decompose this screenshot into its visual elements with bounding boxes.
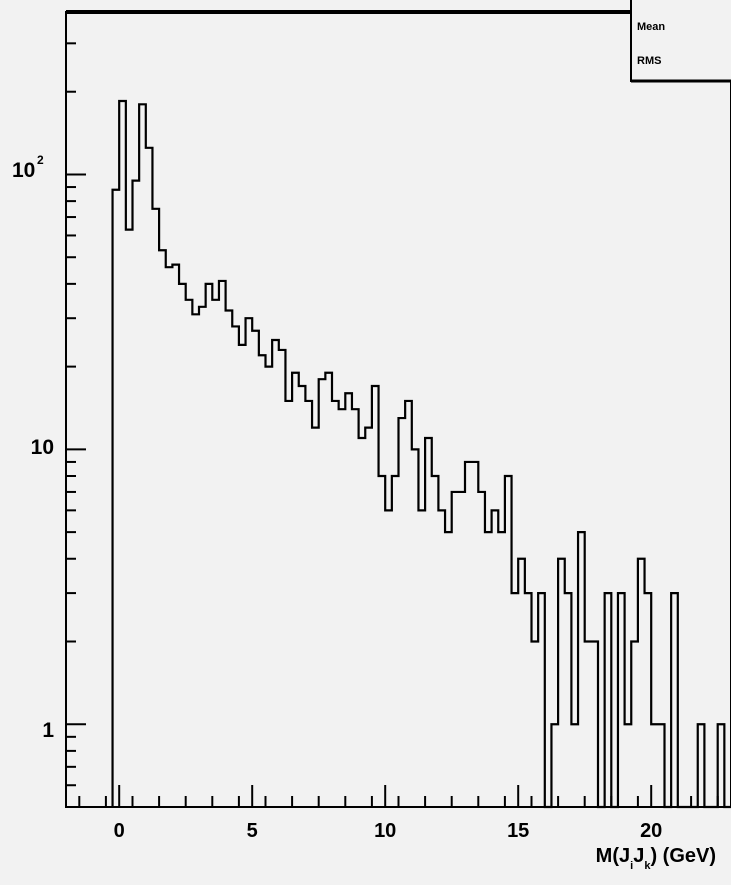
svg-text:M(JiJk) (GeV): M(JiJk) (GeV) bbox=[596, 845, 716, 872]
x-tick-label: 10 bbox=[374, 820, 396, 842]
x-tick-label: 5 bbox=[247, 820, 258, 842]
x-tick-label: 0 bbox=[114, 820, 125, 842]
y-tick-label-10: 10 bbox=[31, 436, 54, 459]
x-axis-title-main: M(J bbox=[596, 845, 630, 867]
y-tick-labels: 1 10 10 2 bbox=[12, 153, 54, 742]
x-tick-label: 15 bbox=[507, 820, 529, 842]
x-tick-labels: 0 5 10 15 20 bbox=[114, 820, 663, 842]
x-axis-title-sub-k: k bbox=[644, 860, 651, 872]
stats-box-background bbox=[631, 0, 731, 82]
major-ticks bbox=[66, 173, 653, 807]
x-axis-title-sub-i: i bbox=[630, 860, 633, 872]
y-tick-label-100-exponent: 2 bbox=[37, 153, 44, 167]
stats-box: Mean RMS bbox=[630, 0, 731, 83]
x-axis-title: M(JiJk) (GeV) bbox=[596, 845, 716, 872]
y-tick-label-100-base: 10 bbox=[12, 159, 35, 182]
histogram-outline bbox=[111, 99, 731, 809]
x-tick-label: 20 bbox=[640, 820, 662, 842]
y-tick-label-1: 1 bbox=[42, 719, 54, 742]
y-tick-label-100: 10 2 bbox=[12, 153, 44, 182]
x-axis-title-tail: ) (GeV) bbox=[650, 845, 716, 867]
stats-rms-label: RMS bbox=[637, 55, 661, 67]
x-axis-title-mid: J bbox=[633, 845, 644, 867]
stats-mean-label: Mean bbox=[637, 21, 665, 33]
